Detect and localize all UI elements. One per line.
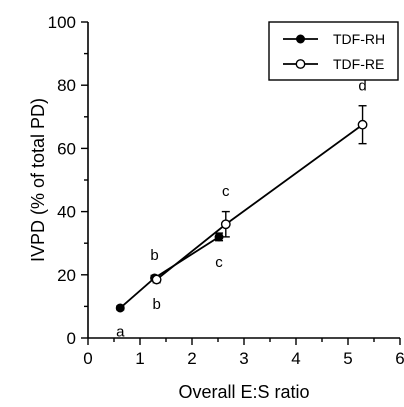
legend-label: TDF-RH xyxy=(333,31,385,47)
x-tick-label: 4 xyxy=(291,349,300,368)
point-label: b xyxy=(150,247,158,264)
data-point xyxy=(357,119,368,130)
legend-item-tdf-rh: TDF-RH xyxy=(283,31,385,47)
legend-box xyxy=(268,21,399,81)
legend-label: TDF-RE xyxy=(333,56,384,72)
data-point xyxy=(214,232,224,242)
legend-item-tdf-re: TDF-RE xyxy=(283,56,384,72)
data-point xyxy=(220,219,231,230)
point-label: a xyxy=(116,323,125,340)
x-tick-label: 0 xyxy=(83,349,92,368)
y-tick-label: 60 xyxy=(57,139,76,158)
x-tick-label: 2 xyxy=(187,349,196,368)
point-label: c xyxy=(222,183,230,200)
x-tick-label: 5 xyxy=(343,349,352,368)
x-tick-label: 3 xyxy=(239,349,248,368)
x-tick-label: 1 xyxy=(135,349,144,368)
legend-marker xyxy=(295,59,306,69)
y-tick-label: 40 xyxy=(57,203,76,222)
point-label: c xyxy=(215,254,223,271)
y-axis-title: IVPD (% of total PD) xyxy=(28,98,48,262)
point-label: d xyxy=(358,77,366,94)
legend: TDF-RH TDF-RE xyxy=(268,21,399,81)
series-line xyxy=(119,236,220,309)
series-tdf-rh: a b c xyxy=(115,232,224,340)
y-tick-label: 80 xyxy=(57,76,76,95)
x-axis-title: Overall E:S ratio xyxy=(178,382,309,402)
legend-marker xyxy=(296,34,306,44)
y-tick-label: 0 xyxy=(67,329,76,348)
data-point xyxy=(115,303,125,313)
x-tick-label: 6 xyxy=(395,349,404,368)
y-tick-label: 20 xyxy=(57,266,76,285)
series-layer: a b c b c d xyxy=(115,77,368,340)
data-point xyxy=(151,274,162,285)
y-tick-label: 100 xyxy=(48,13,76,32)
series-tdf-re: b c d xyxy=(151,77,368,313)
point-label: b xyxy=(152,296,160,313)
